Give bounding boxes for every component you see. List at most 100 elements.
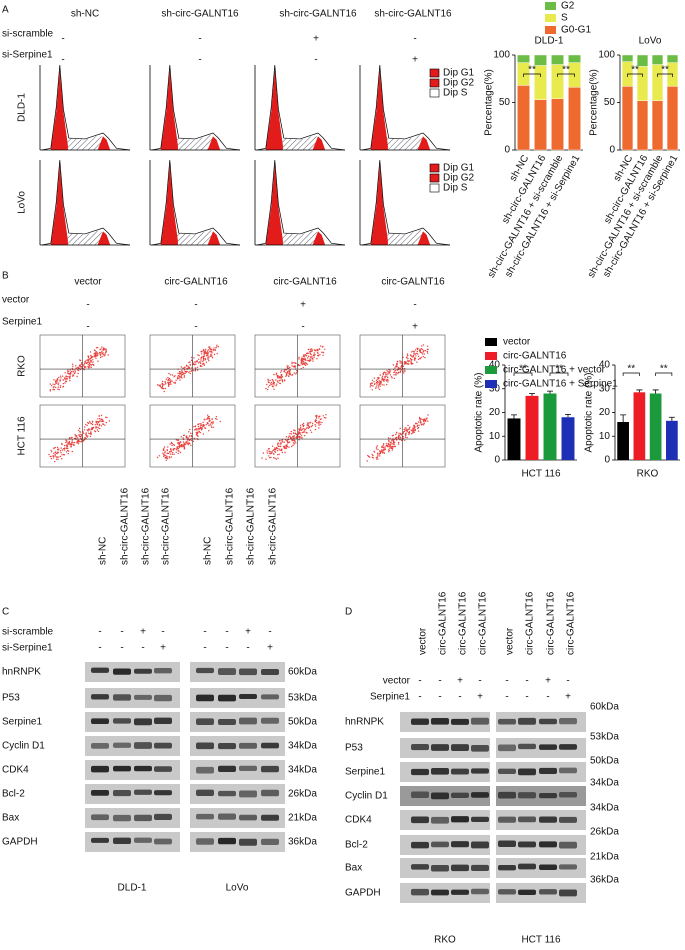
scatter-dot xyxy=(392,441,395,444)
scatter-dot xyxy=(208,360,210,362)
scatter-dot xyxy=(215,347,217,349)
treatment-sign: - xyxy=(525,676,528,687)
scatter-dot xyxy=(77,369,79,371)
scatter-dot xyxy=(410,360,412,362)
scatter-dot xyxy=(205,424,207,426)
treatment-sign: - xyxy=(194,322,197,333)
scatter-dot xyxy=(288,370,291,372)
blot-band xyxy=(261,668,279,675)
scatter-dot xyxy=(398,432,400,434)
scatter-dot xyxy=(378,453,381,455)
scatter-dot xyxy=(369,384,372,386)
scatter-dot xyxy=(266,452,268,454)
protein-label: Bcl-2 xyxy=(345,840,368,851)
scatter-dot xyxy=(102,420,104,423)
scatter-dot xyxy=(90,364,93,366)
scatter-dot xyxy=(299,433,302,435)
scatter-dot xyxy=(91,356,94,358)
scatter-dot xyxy=(71,450,74,453)
scatter-dot xyxy=(288,375,290,378)
treatment-sign: - xyxy=(505,692,508,703)
scatter-dot xyxy=(74,433,76,436)
y-tick-label: 100 xyxy=(598,50,615,61)
scatter-dot xyxy=(383,371,386,374)
scatter-dot xyxy=(57,452,59,454)
scatter-dot xyxy=(302,366,304,369)
scatter-dot xyxy=(74,371,77,373)
scatter-dot xyxy=(292,366,295,368)
scatter-dot xyxy=(174,375,176,377)
scatter-dot xyxy=(320,423,322,425)
scatter-dot xyxy=(416,350,418,353)
scatter-dot xyxy=(304,354,307,356)
scatter-dot xyxy=(416,423,418,425)
scatter-dot xyxy=(198,358,200,360)
legend-label: S xyxy=(561,13,568,24)
scatter-dot xyxy=(56,458,58,460)
treatment-sign: - xyxy=(161,627,164,638)
hatched-s-phase xyxy=(278,134,320,150)
scatter-dot xyxy=(375,446,378,448)
scatter-dot xyxy=(303,434,306,437)
scatter-dot xyxy=(291,440,293,442)
scatter-dot xyxy=(87,430,89,432)
scatter-dot xyxy=(86,359,88,361)
panel-label: A xyxy=(2,5,9,16)
blot-background xyxy=(85,808,180,828)
scatter-dot xyxy=(311,424,314,427)
scatter-dot xyxy=(425,420,427,422)
scatter-dot xyxy=(86,424,88,427)
scatter-dot xyxy=(162,449,165,451)
scatter-dot xyxy=(376,456,379,458)
scatter-dot xyxy=(403,430,406,432)
scatter-dot xyxy=(384,376,386,379)
kda-label: 36kDa xyxy=(288,837,317,848)
scatter-dot xyxy=(295,362,297,365)
scatter-dot xyxy=(386,370,388,372)
scatter-dot xyxy=(171,453,174,455)
scatter-dot xyxy=(207,356,209,358)
blot-band xyxy=(196,838,214,845)
scatter-dot xyxy=(310,348,312,350)
treatment-sign: + xyxy=(412,322,418,333)
treatment-label: Serpine1 xyxy=(370,692,410,703)
scatter-dot xyxy=(200,357,202,359)
protein-label: hnRNPK xyxy=(345,717,384,728)
scatter-dot xyxy=(207,354,209,356)
histogram-outline xyxy=(151,159,241,246)
scatter-dot xyxy=(418,424,420,426)
blot-band xyxy=(471,717,489,725)
blot-band xyxy=(239,742,257,749)
blot-band xyxy=(411,864,429,870)
treatment-sign: - xyxy=(418,692,421,703)
scatter-dot xyxy=(87,364,90,366)
scatter-dot xyxy=(87,359,90,362)
scatter-dot xyxy=(182,372,184,374)
kda-label: 60kDa xyxy=(288,667,317,678)
g1-peak xyxy=(265,164,283,245)
blot-band xyxy=(134,765,152,772)
scatter-dot xyxy=(87,356,90,359)
scatter-dot xyxy=(295,372,298,374)
scatter-dot xyxy=(211,423,213,425)
treatment-sign: - xyxy=(98,643,101,654)
scatter-dot xyxy=(177,452,179,455)
scatter-dot xyxy=(281,379,284,382)
blot-band xyxy=(261,765,279,773)
scatter-dot xyxy=(309,356,312,358)
scatter-dot xyxy=(216,346,218,348)
scatter-dot xyxy=(308,351,311,353)
scatter-dot xyxy=(106,416,108,419)
scatter-dot xyxy=(88,367,90,369)
scatter-dot xyxy=(285,447,288,449)
scatter-dot xyxy=(298,428,300,430)
scatter-dot xyxy=(71,363,74,365)
scatter-dot xyxy=(393,439,395,441)
scatter-dot xyxy=(298,364,300,367)
blot-background xyxy=(190,760,285,780)
scatter-dot xyxy=(402,365,405,367)
scatter-dot xyxy=(210,425,212,427)
bar-segment xyxy=(636,100,649,151)
scatter-dot xyxy=(76,442,78,444)
scatter-dot xyxy=(88,363,91,365)
